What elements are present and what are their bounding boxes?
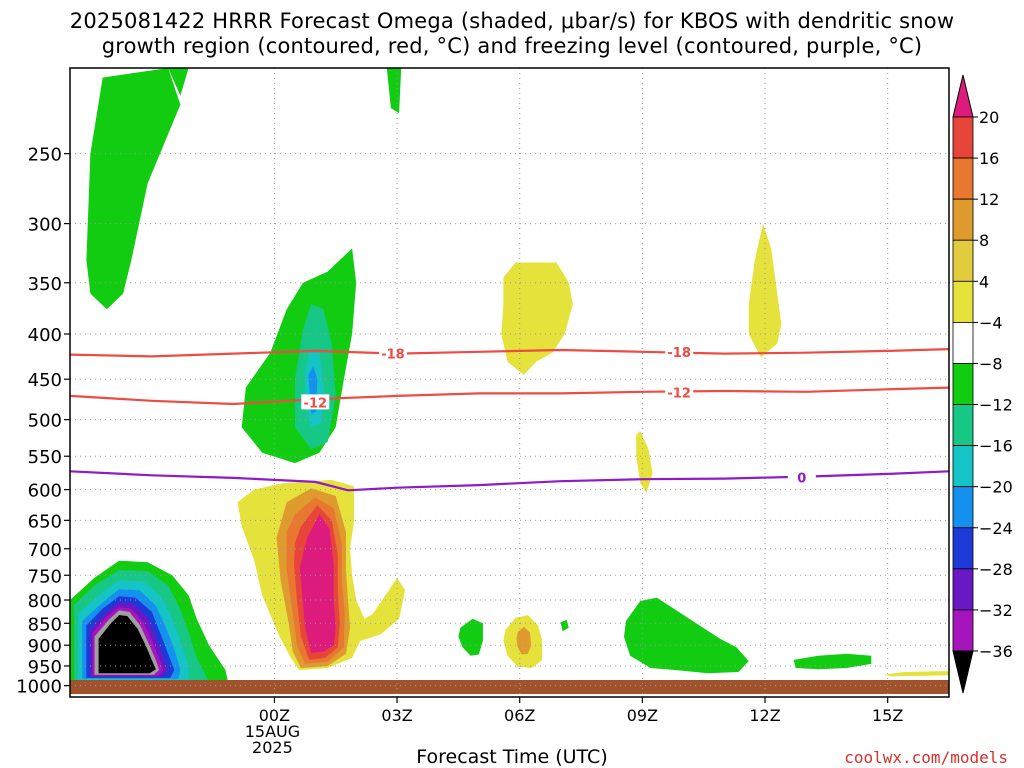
colorbar-segment-4 xyxy=(952,280,974,323)
colorbar-segment-5 xyxy=(952,321,974,364)
x-tick-label: 00Z xyxy=(259,706,290,725)
isotherm-label-bg-0 xyxy=(301,394,330,410)
colorbar-label: −24 xyxy=(979,519,1013,538)
colorbar-label: −8 xyxy=(979,354,1003,373)
colorbar-label: 4 xyxy=(979,272,989,291)
omega-shaded-fills xyxy=(70,68,949,688)
grid-lines xyxy=(70,68,949,697)
omega-region-25 xyxy=(636,431,653,493)
y-tick-label: 250 xyxy=(28,145,62,166)
chart-title-line-1: 2025081422 HRRR Forecast Omega (shaded, … xyxy=(69,9,955,33)
isotherm-label-bg-1 xyxy=(665,343,694,359)
y-tick-label: 650 xyxy=(28,511,62,532)
y-tick-label: 550 xyxy=(28,447,62,468)
colorbar-legend: 20 16 12 8 4 −4 −8 −12 −16 −20 −24 −28 −32 −36 xyxy=(952,74,1013,694)
isotherm-contour-label: -18 xyxy=(667,346,691,361)
colorbar-max-triangle xyxy=(952,74,974,118)
colorbar-min-triangle xyxy=(952,650,974,694)
plot-border xyxy=(69,67,950,698)
temperature-contours: -18 -18 -12 -12 0 xyxy=(70,343,949,492)
omega-region-15 xyxy=(98,615,156,674)
x-tick-date: 15AUG xyxy=(245,722,300,741)
colorbar-segment-1 xyxy=(952,157,974,200)
colorbar-segment-6 xyxy=(952,363,974,405)
colorbar-label: −4 xyxy=(979,313,1003,332)
y-tick-label: 400 xyxy=(28,325,62,346)
colorbar-segment-10 xyxy=(952,527,974,570)
colorbar-segment-7 xyxy=(952,404,974,447)
y-tick-label: 500 xyxy=(28,411,62,432)
x-tick-label: 12Z xyxy=(749,706,780,725)
freezing-level-contour-0 xyxy=(70,470,949,492)
omega-region-20 xyxy=(299,514,336,653)
colorbar-label: −28 xyxy=(979,560,1013,579)
colorbar-label: 12 xyxy=(979,190,999,209)
omega-region-0 xyxy=(86,68,181,310)
freezing-level-contour-label: 0 xyxy=(797,471,806,486)
y-tick-label: 750 xyxy=(28,566,62,587)
surface-terrain xyxy=(70,680,949,694)
y-tick-label: 300 xyxy=(28,215,62,236)
colorbar-segment-9 xyxy=(952,486,974,529)
omega-region-28 xyxy=(624,597,749,674)
chart-title-line-2: growth region (contoured, red, °C) and f… xyxy=(101,34,923,58)
omega-region-29 xyxy=(793,653,872,670)
colorbar-label: 16 xyxy=(979,149,999,168)
x-tick-year: 2025 xyxy=(252,738,293,757)
isotherm-contour-label: -12 xyxy=(667,387,691,402)
colorbar-label: −32 xyxy=(979,601,1013,620)
omega-region-21 xyxy=(501,262,573,375)
isotherm-contour--12 xyxy=(70,386,949,406)
y-tick-label: 800 xyxy=(28,591,62,612)
y-tick-label: 950 xyxy=(28,657,62,678)
colorbar-label: −16 xyxy=(979,437,1013,456)
y-tick-label: 850 xyxy=(28,614,62,635)
isotherm-contour--18 xyxy=(70,348,949,358)
omega-region-26 xyxy=(458,618,483,656)
colorbar-segment-8 xyxy=(952,445,974,488)
colorbar-label: −20 xyxy=(979,478,1013,497)
y-tick-label: 600 xyxy=(28,481,62,502)
isotherm-label-bg-1 xyxy=(665,384,694,400)
y-tick-label: 700 xyxy=(28,540,62,561)
x-tick-label: 03Z xyxy=(381,706,412,725)
colorbar-segment-2 xyxy=(952,198,974,241)
omega-region-24 xyxy=(748,223,782,358)
omega-region-2 xyxy=(386,68,402,114)
x-tick-label: 15Z xyxy=(872,706,903,725)
omega-region-30 xyxy=(883,671,949,677)
isotherm-contour-label: -12 xyxy=(304,396,328,411)
colorbar-segment-12 xyxy=(952,609,974,652)
y-axis: 2503003504004505005506006507007508008509… xyxy=(16,145,70,698)
isotherm-contour-label: -18 xyxy=(381,348,405,363)
colorbar-segment-0 xyxy=(952,116,974,159)
colorbar-label: −12 xyxy=(979,396,1013,415)
ground-strip xyxy=(70,680,949,694)
y-tick-label: 1000 xyxy=(16,677,62,698)
colorbar-segment-11 xyxy=(952,568,974,611)
colorbar-label: −36 xyxy=(979,642,1013,661)
plot-frame xyxy=(69,67,950,698)
colorbar-label: 20 xyxy=(979,108,999,127)
colorbar-label: 8 xyxy=(979,231,989,250)
y-tick-label: 900 xyxy=(28,636,62,657)
x-tick-label: 09Z xyxy=(627,706,658,725)
y-tick-label: 450 xyxy=(28,370,62,391)
freezing-level-label-bg-0 xyxy=(787,469,816,485)
omega-region-1 xyxy=(168,68,189,96)
source-credit: coolwx.com/models xyxy=(844,748,1008,767)
x-axis-label: Forecast Time (UTC) xyxy=(416,746,608,768)
x-tick-label: 06Z xyxy=(504,706,535,725)
omega-region-27 xyxy=(560,619,569,632)
y-tick-label: 350 xyxy=(28,274,62,295)
colorbar-segment-3 xyxy=(952,239,974,282)
isotherm-label-bg-0 xyxy=(378,345,407,361)
